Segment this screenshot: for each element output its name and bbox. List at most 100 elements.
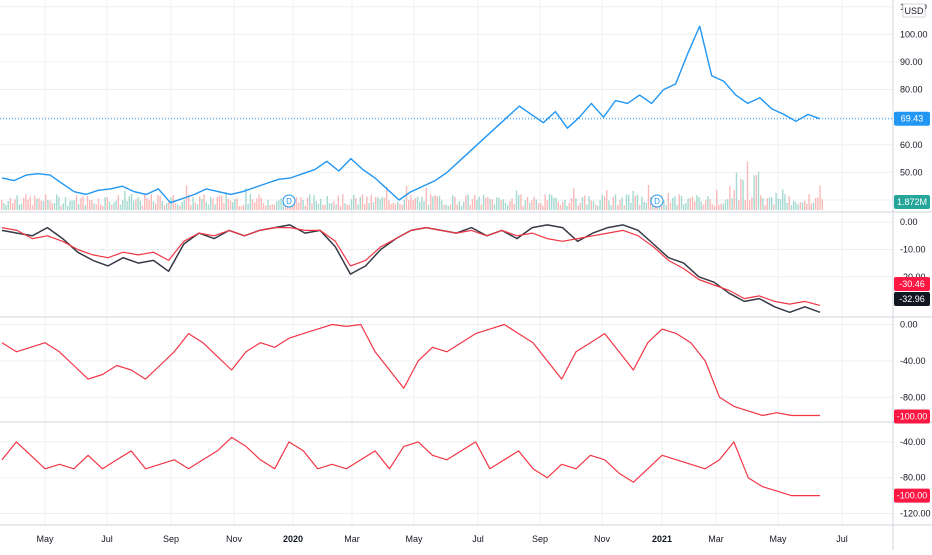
- volume-bar: [401, 204, 403, 210]
- volume-bar: [273, 204, 276, 210]
- volume-bar: [80, 198, 82, 210]
- volume-bar: [513, 203, 515, 210]
- volume-bar: [317, 203, 320, 210]
- volume-bar: [412, 200, 414, 210]
- volume-bar: [306, 197, 309, 210]
- volume-bar: [342, 194, 344, 210]
- volume-bar: [58, 197, 60, 210]
- volume-bar: [782, 189, 784, 210]
- volume-bar: [172, 195, 174, 210]
- volume-bar: [788, 196, 790, 210]
- volume-bar: [3, 203, 5, 210]
- volume-bar: [135, 199, 137, 210]
- y-tick-label: -20.00: [900, 272, 926, 282]
- volume-bar: [680, 195, 683, 210]
- volume-bar: [163, 204, 166, 210]
- volume-bar: [20, 203, 23, 210]
- volume-bar: [405, 185, 408, 210]
- volume-bar: [155, 203, 157, 210]
- x-tick-label: Jul: [101, 534, 113, 544]
- volume-bar: [456, 204, 458, 210]
- volume-bar: [383, 197, 386, 210]
- volume-bar: [97, 198, 100, 210]
- volume-bar: [23, 197, 25, 210]
- volume-bar: [188, 194, 190, 210]
- y-tick-label: 80.00: [900, 85, 923, 95]
- y-tick-label: -120.00: [900, 509, 931, 519]
- volume-bar: [623, 205, 625, 210]
- volume-bar: [749, 200, 751, 210]
- volume-bar: [295, 196, 298, 210]
- volume-bar: [366, 196, 368, 210]
- volume-bar: [278, 200, 280, 210]
- volume-bar: [254, 202, 256, 210]
- volume-bar: [359, 196, 361, 210]
- volume-bar: [665, 204, 667, 210]
- volume-bar: [14, 199, 16, 210]
- volume-bar: [592, 200, 595, 210]
- volume-bar: [128, 196, 130, 210]
- volume-bar: [553, 197, 555, 210]
- volume-bar: [36, 198, 38, 210]
- volume-bar: [238, 205, 240, 210]
- volume-bar: [493, 204, 496, 210]
- volume-bar: [168, 202, 170, 210]
- volume-bar: [12, 203, 14, 210]
- volume-bar: [399, 203, 401, 210]
- volume-bar: [432, 196, 434, 210]
- volume-bar: [742, 179, 744, 210]
- volume-bar: [689, 198, 691, 210]
- volume-bar: [331, 203, 333, 210]
- volume-bar: [557, 201, 559, 210]
- volume-bar: [784, 194, 786, 210]
- volume-bar: [467, 194, 469, 210]
- volume-bar: [700, 201, 702, 210]
- indicator2-line: [1, 323, 820, 417]
- x-tick-label: May: [769, 534, 787, 544]
- dividend-marker-0: [282, 194, 296, 208]
- volume-bar: [573, 188, 575, 210]
- volume-bar: [469, 205, 471, 210]
- volume-bar: [683, 204, 685, 210]
- volume-bar: [18, 204, 20, 210]
- volume-bar: [42, 201, 45, 210]
- volume-bar: [597, 205, 599, 210]
- volume-bar: [157, 195, 159, 210]
- volume-bar: [194, 202, 196, 210]
- volume-bar: [190, 204, 192, 210]
- volume-bar: [744, 200, 746, 210]
- volume-bar: [214, 204, 216, 210]
- volume-bar: [38, 198, 40, 210]
- volume-bar: [562, 201, 564, 210]
- volume-bar: [27, 199, 29, 210]
- volume-bar: [394, 203, 397, 210]
- volume-bar: [821, 199, 823, 210]
- volume-bar: [590, 200, 592, 210]
- y-tick-label: 50.00: [900, 167, 923, 177]
- volume-bar: [808, 194, 810, 210]
- volume-bar: [810, 203, 812, 210]
- volume-bar: [86, 196, 89, 210]
- indicator1-line-red: [1, 227, 821, 306]
- volume-bar: [146, 197, 148, 210]
- volume-bar: [707, 196, 709, 210]
- y-tick-label: 0.00: [900, 217, 918, 227]
- volume-bar: [793, 200, 795, 210]
- volume-bar: [760, 195, 762, 210]
- indicator2-badge: -100.00: [897, 411, 928, 421]
- volume-bar: [152, 201, 155, 210]
- volume-bar: [113, 202, 115, 210]
- volume-bar: [518, 194, 520, 210]
- volume-bar: [126, 201, 128, 210]
- volume-bar: [423, 201, 425, 210]
- volume-bar: [795, 202, 797, 210]
- volume-bar: [720, 203, 722, 210]
- volume-bar: [522, 205, 524, 210]
- volume-bar: [234, 199, 236, 210]
- volume-bar: [375, 196, 377, 210]
- volume-bar: [260, 197, 262, 210]
- volume-bar: [106, 197, 108, 210]
- volume-bar: [766, 198, 768, 210]
